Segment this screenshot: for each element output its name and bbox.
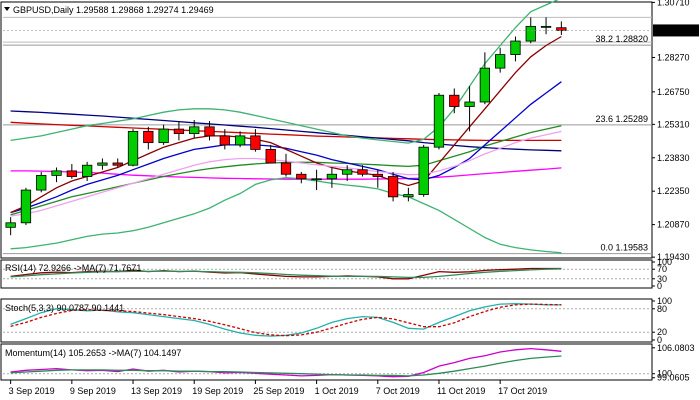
price-tick-label: 1.26750: [657, 87, 690, 97]
candle-body: [265, 149, 276, 164]
price-tick-label: 1.23830: [657, 153, 690, 163]
candle-body: [342, 169, 353, 175]
price-series-line: [10, 167, 562, 180]
x-axis-label: 3 Sep 2019: [9, 386, 55, 396]
candle-body: [296, 173, 307, 180]
price-series-line: [10, 81, 562, 214]
candle-body: [525, 25, 536, 42]
stoch-tick-label: 0: [657, 335, 662, 345]
fib-level-label: 0.0 1.19583: [600, 243, 648, 253]
candle-body: [433, 94, 445, 148]
fib-level-label: 38.2 1.28820: [595, 34, 648, 44]
price-tick-label: 1.20870: [657, 220, 690, 230]
candle-body: [510, 40, 521, 55]
candle-body: [357, 169, 368, 175]
candle-body: [66, 170, 77, 177]
candle-body: [51, 170, 62, 176]
candle-body: [372, 173, 383, 177]
x-axis-label: 25 Sep 2019: [253, 386, 304, 396]
candle-body: [112, 162, 123, 166]
momentum-tick-label: 106.0803: [657, 343, 695, 353]
candle-body: [5, 222, 16, 228]
candle-body: [387, 176, 399, 198]
price-tick-label: 1.25310: [657, 119, 690, 129]
candle-body: [464, 101, 475, 107]
candle-body: [418, 146, 429, 195]
price-tick-label: 1.22350: [657, 186, 690, 196]
momentum-series-line: [10, 355, 562, 377]
candle-body: [127, 130, 139, 166]
rsi-tick-label: 30: [657, 274, 667, 284]
momentum-tick-label: 100: [657, 369, 672, 379]
stoch-title: Stoch(5,3,3) 90.0787 90.1441: [5, 303, 124, 313]
rsi-series-line: [10, 268, 562, 279]
stoch-tick-label: 100: [657, 296, 672, 306]
stoch-tick-label: 20: [657, 327, 667, 337]
x-axis-label: 9 Sep 2019: [70, 386, 116, 396]
candle-body: [204, 126, 215, 137]
stoch-tick-label: 80: [657, 304, 667, 314]
momentum-title: Momentum(14) 105.2653 ->MA(7) 104.1497: [5, 348, 181, 358]
candle-body: [36, 174, 47, 191]
candle-body: [311, 178, 322, 181]
candle-body: [449, 94, 460, 107]
x-axis-label: 11 Oct 2019: [437, 386, 485, 396]
fib-level-label: 23.6 1.25289: [595, 114, 648, 124]
price-chart-title: GBPUSD,Daily 1.29588 1.29868 1.29274 1.2…: [13, 5, 214, 15]
rsi-tick-label: 70: [657, 264, 667, 274]
candle-body: [556, 27, 567, 31]
x-axis-label: 17 Oct 2019: [498, 386, 547, 396]
momentum-tick-label: 99.0605: [657, 373, 690, 383]
candle-body: [143, 130, 154, 144]
candle-body: [540, 25, 552, 28]
candle-body: [189, 126, 200, 135]
x-axis-label: 1 Oct 2019: [315, 386, 359, 396]
candle-body: [250, 135, 261, 150]
rsi-panel-frame: [0, 259, 653, 289]
price-tick-label: 1.28270: [657, 53, 690, 63]
price-series-line: [10, 176, 562, 254]
rsi-tick-label: 100: [657, 257, 672, 267]
candle-body: [219, 135, 230, 146]
collapse-arrow-icon: [4, 7, 10, 11]
candle-body: [403, 194, 414, 198]
candle-body: [234, 135, 246, 146]
candle-body: [158, 128, 169, 144]
x-axis-label: 13 Sep 2019: [131, 386, 182, 396]
price-series-line: [10, 121, 562, 142]
current-price-label: 1.29469: [656, 25, 689, 35]
stoch-panel-frame: [0, 298, 653, 343]
x-axis-label: 19 Sep 2019: [192, 386, 243, 396]
x-axis-label: 7 Oct 2019: [376, 386, 420, 396]
candle-body: [479, 67, 491, 103]
candle-body: [326, 173, 338, 180]
candle-body: [280, 162, 292, 175]
price-tick-label: 1.19430: [657, 252, 690, 262]
current-price-badge: [653, 24, 699, 37]
candle-body: [81, 164, 93, 177]
stoch-series-line: [10, 303, 562, 337]
price-panel-frame: [0, 1, 653, 259]
rsi-series-line: [10, 267, 562, 280]
price-series-line: [10, 110, 562, 152]
price-tick-label: 1.30710: [657, 0, 690, 7]
candle-body: [495, 54, 506, 69]
candle-body: [173, 128, 185, 135]
momentum-panel-frame: [0, 343, 653, 381]
candle-body: [97, 162, 108, 166]
candle-body: [20, 189, 32, 224]
rsi-tick-label: 0: [657, 281, 662, 291]
rsi-title: RSI(14) 72.9266 ->MA(7) 71.7671: [5, 263, 141, 273]
